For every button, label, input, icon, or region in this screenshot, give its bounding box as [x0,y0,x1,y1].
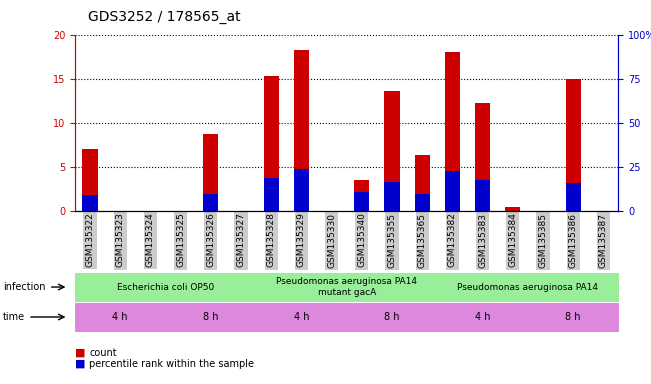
Text: Pseudomonas aeruginosa PA14
mutant gacA: Pseudomonas aeruginosa PA14 mutant gacA [276,277,417,297]
Bar [566,79,581,211]
Bar [264,76,279,211]
Bar [294,50,309,211]
Bar [415,155,430,211]
Bar [203,134,218,211]
Text: 8 h: 8 h [203,312,219,322]
Text: percentile rank within the sample: percentile rank within the sample [89,359,254,369]
Bar [566,183,581,211]
Bar [384,182,400,211]
Bar [445,172,460,211]
Text: 8 h: 8 h [384,312,400,322]
Bar [475,103,490,211]
Text: GDS3252 / 178565_at: GDS3252 / 178565_at [88,10,240,23]
Text: count: count [89,348,117,358]
Bar [384,91,400,211]
Bar [354,180,369,211]
Text: ■: ■ [75,348,85,358]
Bar [294,169,309,211]
Bar [445,52,460,211]
Bar [83,149,98,211]
Bar [264,178,279,211]
Bar [475,180,490,211]
Text: Escherichia coli OP50: Escherichia coli OP50 [117,283,214,291]
Text: Pseudomonas aeruginosa PA14: Pseudomonas aeruginosa PA14 [458,283,598,291]
Bar [505,207,520,211]
Text: 4 h: 4 h [113,312,128,322]
Bar [83,195,98,211]
Text: 4 h: 4 h [294,312,309,322]
Text: 8 h: 8 h [566,312,581,322]
Text: 4 h: 4 h [475,312,490,322]
Text: ■: ■ [75,359,85,369]
Bar [354,192,369,211]
Bar [415,194,430,211]
Text: time: time [3,312,25,322]
Bar [203,194,218,211]
Text: infection: infection [3,282,46,292]
